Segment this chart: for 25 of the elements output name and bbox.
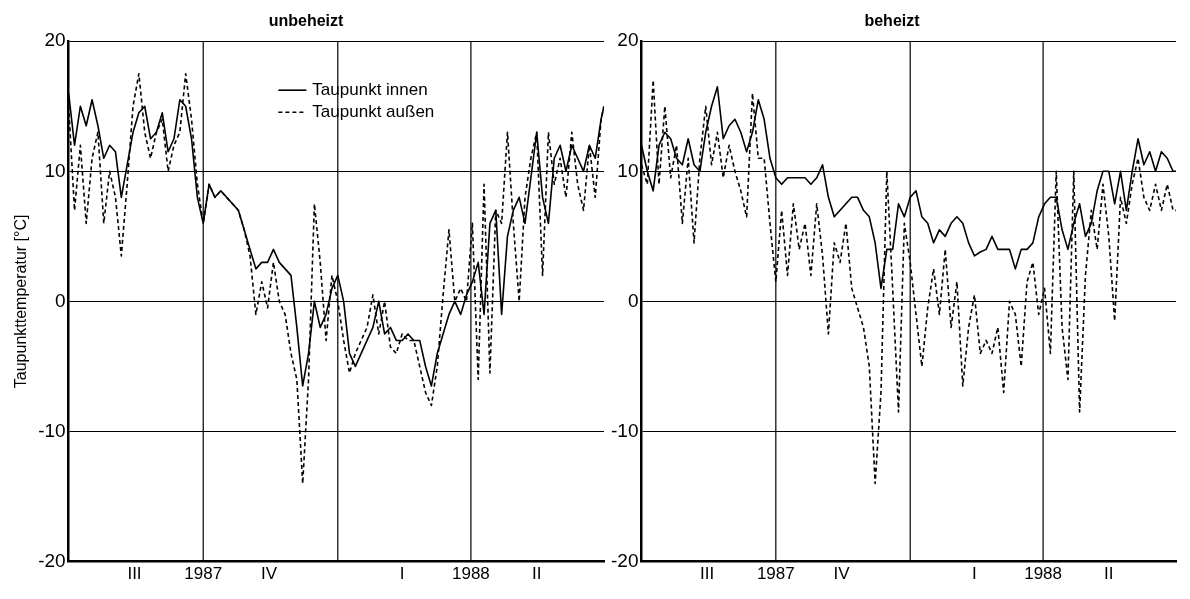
y-tick-label: -20 (610, 549, 639, 571)
y-tick-label: 0 (55, 289, 66, 311)
x-tick-label: 1988 (451, 564, 490, 584)
chart-title: beheizt (864, 12, 921, 30)
x-tick-label: III (700, 564, 715, 584)
x-tick-label: 1987 (184, 564, 223, 584)
x-tick-label: IV (261, 564, 278, 584)
y-tick-label: -10 (38, 419, 66, 441)
x-tick-label: II (1104, 564, 1114, 584)
x-tick-label: IV (833, 564, 851, 584)
x-tick-label: III (127, 564, 142, 584)
y-tick-label: 10 (617, 159, 639, 181)
y-tick-label: 0 (627, 289, 639, 311)
x-tick-label: 1987 (756, 564, 795, 584)
y-tick-label: 10 (44, 159, 66, 181)
y-tick-label: 20 (44, 29, 66, 51)
chart-title: unbeheizt (268, 12, 344, 30)
y-tick-label: 20 (617, 29, 639, 51)
x-tick-label: I (972, 564, 977, 584)
x-tick-label: II (531, 564, 542, 584)
x-tick-label: 1988 (1024, 564, 1063, 584)
x-tick-label: I (399, 564, 405, 584)
y-tick-label: -20 (38, 549, 66, 571)
y-axis-title: Taupunkttemperatur [°C] (12, 214, 30, 389)
y-tick-label: -10 (610, 419, 639, 441)
